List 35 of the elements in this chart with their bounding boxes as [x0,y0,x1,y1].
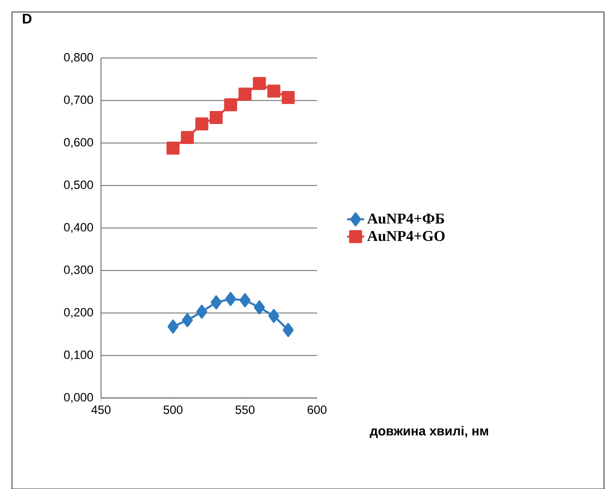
y-tick-label: 0,200 [64,308,94,318]
point [252,76,266,90]
point [267,84,280,98]
point [196,304,208,319]
y-tick-label: 0,500 [64,180,94,190]
y-tick-label: 0,800 [64,53,94,63]
point [225,292,236,306]
legend-label: AuNP4+GO [367,230,445,242]
point [166,142,180,155]
point [282,91,295,104]
x-tick-label: 600 [308,406,327,414]
point [210,110,223,124]
point [195,117,208,130]
y-tick-label: 0,000 [64,393,94,403]
y-tick-label: 0,600 [64,138,94,148]
point [268,308,280,323]
point [180,130,194,144]
point [240,293,251,308]
x-tick-label: 500 [164,406,183,414]
y-tick-label: 0,700 [64,96,94,106]
point [238,88,252,101]
point [224,98,238,112]
point [182,313,193,328]
y-tick-label: 0,100 [64,350,94,360]
legend-label: AuNP4+ФБ [367,214,444,224]
point [254,300,265,314]
point [168,320,179,334]
y-tick-label: 0,400 [64,223,94,233]
point [282,322,294,337]
x-tick-label: 550 [236,406,255,414]
y-axis-title: D [22,14,32,24]
x-tick-label: 450 [91,406,111,414]
y-tick-label: 0,300 [64,266,94,276]
point [210,295,222,310]
x-axis-title: довжина хвилі, нм [370,426,488,438]
